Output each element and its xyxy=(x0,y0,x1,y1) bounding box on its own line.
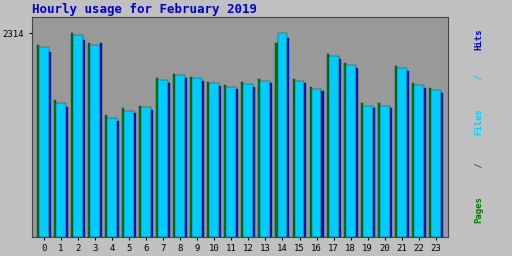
Bar xyxy=(414,85,424,237)
Text: Hits: Hits xyxy=(474,28,483,50)
Bar xyxy=(344,63,346,237)
Bar xyxy=(261,81,270,237)
Bar xyxy=(355,68,357,237)
Bar xyxy=(226,87,236,237)
Bar xyxy=(139,106,141,237)
Bar xyxy=(412,83,414,237)
Bar xyxy=(243,84,253,237)
Bar xyxy=(278,33,287,237)
Bar xyxy=(378,103,380,237)
Bar xyxy=(329,56,338,237)
Bar xyxy=(202,81,204,237)
Bar xyxy=(322,91,324,237)
Text: Files: Files xyxy=(474,108,483,135)
Bar xyxy=(71,33,73,237)
Bar xyxy=(373,108,375,237)
Bar xyxy=(54,100,56,237)
Bar xyxy=(294,81,305,237)
Bar xyxy=(259,79,261,237)
Text: Pages: Pages xyxy=(474,196,483,222)
Bar xyxy=(49,52,51,237)
Bar xyxy=(39,47,49,237)
Bar xyxy=(395,66,397,237)
Text: /: / xyxy=(474,157,483,173)
Bar xyxy=(236,89,238,237)
Bar xyxy=(168,83,170,237)
Bar xyxy=(37,45,39,237)
Bar xyxy=(224,86,226,237)
Bar xyxy=(83,40,85,237)
Bar xyxy=(117,122,119,237)
Bar xyxy=(151,110,153,237)
Bar xyxy=(287,38,289,237)
Bar xyxy=(253,87,255,237)
Bar xyxy=(441,93,443,237)
Bar xyxy=(429,88,431,237)
Bar xyxy=(90,46,100,237)
Bar xyxy=(397,68,407,237)
Bar xyxy=(275,43,278,237)
Bar xyxy=(270,83,272,237)
Bar xyxy=(292,79,294,237)
Bar xyxy=(73,35,83,237)
Bar xyxy=(305,83,307,237)
Bar xyxy=(390,108,392,237)
Bar xyxy=(173,74,175,237)
Bar xyxy=(241,82,243,237)
Bar xyxy=(360,103,362,237)
Bar xyxy=(56,103,66,237)
Bar xyxy=(141,108,151,237)
Bar xyxy=(190,77,193,237)
Bar xyxy=(175,75,185,237)
Bar xyxy=(207,82,209,237)
Bar xyxy=(107,118,117,237)
Bar xyxy=(346,65,355,237)
Bar xyxy=(134,113,136,237)
Bar xyxy=(66,106,68,237)
Bar xyxy=(327,54,329,237)
Bar xyxy=(158,80,168,237)
Text: Hourly usage for February 2019: Hourly usage for February 2019 xyxy=(32,3,257,16)
Bar xyxy=(219,86,221,237)
Bar xyxy=(88,43,90,237)
Bar xyxy=(193,78,202,237)
Bar xyxy=(122,108,124,237)
Bar xyxy=(424,88,426,237)
Bar xyxy=(312,89,322,237)
Bar xyxy=(431,90,441,237)
Text: /: / xyxy=(474,69,483,86)
Bar xyxy=(156,78,158,237)
Bar xyxy=(338,59,340,237)
Bar xyxy=(209,83,219,237)
Bar xyxy=(105,115,107,237)
Bar xyxy=(380,106,390,237)
Bar xyxy=(362,106,373,237)
Bar xyxy=(100,43,102,237)
Bar xyxy=(185,78,187,237)
Bar xyxy=(407,71,409,237)
Bar xyxy=(124,111,134,237)
Bar xyxy=(310,87,312,237)
